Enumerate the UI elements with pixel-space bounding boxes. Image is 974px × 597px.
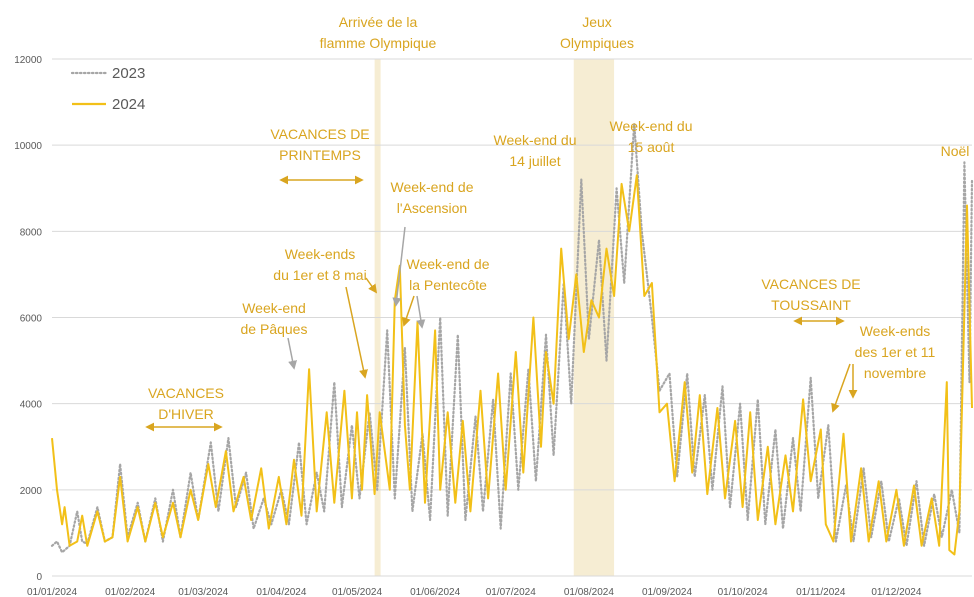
annotation-pentecote: Week-end de la Pentecôte xyxy=(406,256,489,293)
x-tick-label: 01/03/2024 xyxy=(178,587,228,597)
x-tick-label: 01/10/2024 xyxy=(718,587,768,597)
x-tick-label: 01/11/2024 xyxy=(796,587,846,597)
y-axis: 0 2000 4000 6000 8000 10000 12000 xyxy=(14,55,42,583)
x-tick-label: 01/09/2024 xyxy=(642,587,692,597)
arrow-mai-1 xyxy=(345,286,368,379)
arrow-paques xyxy=(287,337,298,370)
series-line-2023 xyxy=(50,122,974,554)
arrow-mai-2 xyxy=(365,277,378,294)
x-tick-label: 01/06/2024 xyxy=(410,587,460,597)
x-tick-label: 01/04/2024 xyxy=(256,587,306,597)
y-tick-label: 0 xyxy=(36,572,42,583)
y-tick-label: 10000 xyxy=(14,141,42,152)
y-tick-label: 12000 xyxy=(14,55,42,66)
x-tick-label: 01/12/2024 xyxy=(871,587,921,597)
annotation-we-mai: Week-ends du 1er et 8 mai xyxy=(273,246,366,283)
annotation-juillet: Week-end du 14 juillet xyxy=(493,132,576,169)
annotation-jo: Jeux Olympiques xyxy=(560,14,634,51)
annotation-noel: Noël xyxy=(941,143,970,159)
y-tick-label: 4000 xyxy=(20,400,43,411)
x-tick-label: 01/08/2024 xyxy=(564,587,614,597)
annotation-ascension: Week-end de l'Ascension xyxy=(390,179,473,216)
arrow-pentecote-1 xyxy=(402,295,415,327)
annotation-vac-hiver: VACANCES D'HIVER xyxy=(148,385,224,422)
legend: 2023 2024 xyxy=(70,65,145,113)
x-tick-label: 01/07/2024 xyxy=(486,587,536,597)
x-tick-label: 01/01/2024 xyxy=(27,587,77,597)
annotation-vac-toussaint: VACANCES DE TOUSSAINT xyxy=(761,276,860,313)
arrow-ascension xyxy=(392,226,406,307)
legend-label-2023: 2023 xyxy=(112,65,145,82)
y-tick-label: 6000 xyxy=(20,314,43,325)
annotation-vac-printemps: VACANCES DE PRINTEMPS xyxy=(270,126,369,163)
x-tick-label: 01/02/2024 xyxy=(105,587,155,597)
x-axis: 01/01/2024 01/02/2024 01/03/2024 01/04/2024… xyxy=(27,587,922,597)
arrow-novembre-1 xyxy=(831,363,851,413)
legend-label-2024: 2024 xyxy=(112,96,145,113)
annotation-paques: Week-end de Pâques xyxy=(241,300,308,337)
series-line-2024 xyxy=(51,174,973,556)
annotation-flamme: Arrivée de la flamme Olympique xyxy=(320,14,437,51)
annotations: Arrivée de la flamme Olympique Jeux Olympiq… xyxy=(145,14,970,432)
y-tick-label: 2000 xyxy=(20,486,43,497)
x-tick-label: 01/05/2024 xyxy=(332,587,382,597)
annotation-novembre: Week-ends des 1er et 11 novembre xyxy=(855,323,936,381)
y-tick-label: 8000 xyxy=(20,227,43,238)
arrow-pentecote-2 xyxy=(416,295,426,329)
annotation-aout: Week-end du 15 août xyxy=(609,118,692,155)
series xyxy=(50,122,974,556)
